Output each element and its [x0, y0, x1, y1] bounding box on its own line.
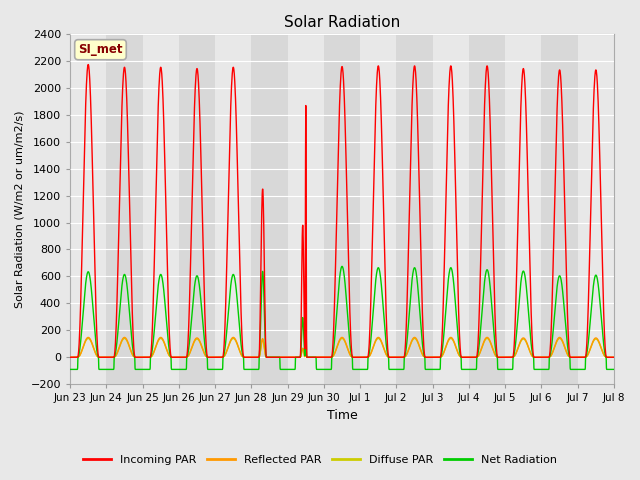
Bar: [179, 34, 215, 384]
Text: SI_met: SI_met: [78, 43, 123, 56]
Bar: [468, 34, 505, 384]
Bar: [360, 34, 396, 384]
Bar: [541, 34, 577, 384]
Title: Solar Radiation: Solar Radiation: [284, 15, 400, 30]
Bar: [70, 34, 106, 384]
Bar: [287, 34, 324, 384]
Y-axis label: Solar Radiation (W/m2 or um/m2/s): Solar Radiation (W/m2 or um/m2/s): [15, 110, 25, 308]
Bar: [324, 34, 360, 384]
Bar: [106, 34, 143, 384]
Bar: [252, 34, 287, 384]
Bar: [505, 34, 541, 384]
Bar: [396, 34, 433, 384]
Bar: [577, 34, 614, 384]
Bar: [433, 34, 468, 384]
Bar: [215, 34, 252, 384]
X-axis label: Time: Time: [326, 409, 357, 422]
Legend: Incoming PAR, Reflected PAR, Diffuse PAR, Net Radiation: Incoming PAR, Reflected PAR, Diffuse PAR…: [79, 451, 561, 469]
Bar: [143, 34, 179, 384]
